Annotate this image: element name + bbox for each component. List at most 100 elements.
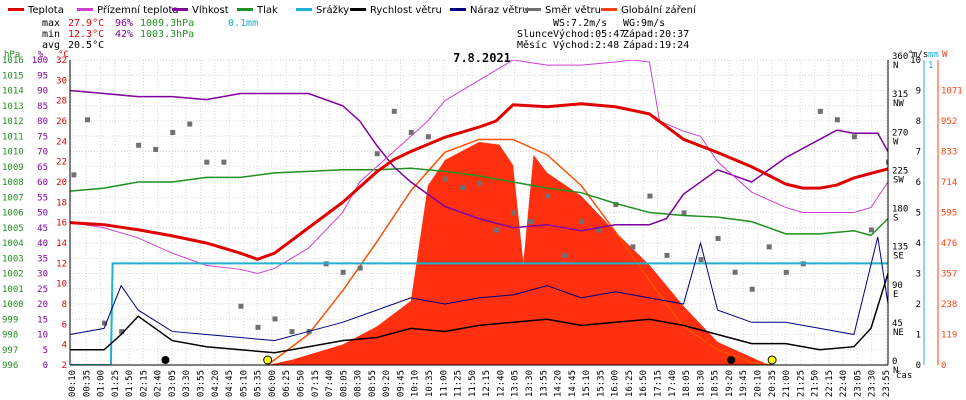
stat-max-label: max xyxy=(42,18,60,29)
axis-label-wdir: ° xyxy=(908,50,913,60)
tick-hpa: 1006 xyxy=(2,209,24,219)
wind-dir-point xyxy=(715,235,721,241)
wind-dir-point xyxy=(766,244,772,250)
axis-label-rain: mm xyxy=(928,50,939,60)
wind-dir-point xyxy=(681,210,687,216)
series-temperature xyxy=(70,102,888,261)
wind-dir-point xyxy=(596,227,602,233)
tick-hpa: 1003 xyxy=(2,254,24,264)
wind-dir-point xyxy=(71,172,77,178)
tick-temp: 26 xyxy=(56,117,67,127)
stat-min-hum: 42% xyxy=(115,29,133,40)
wind-dir-point xyxy=(289,329,295,335)
legend-label: Rychlost větru xyxy=(370,4,442,16)
tick-temp: 18 xyxy=(56,198,67,208)
tick-pct: 95 xyxy=(37,71,48,81)
tick-x: 02:15 xyxy=(139,370,149,397)
wind-dir-point xyxy=(545,193,551,199)
tick-x: 06:25 xyxy=(282,370,292,397)
tick-pct: 55 xyxy=(37,193,48,203)
tick-hpa: 1016 xyxy=(2,56,24,66)
tick-x: 04:45 xyxy=(225,370,235,397)
tick-wdir-compass: S xyxy=(893,214,898,224)
tick-hpa: 999 xyxy=(2,315,18,325)
tick-rad: 119 xyxy=(941,331,957,341)
legend-swatch xyxy=(172,8,188,11)
wind-dir-point xyxy=(357,265,363,271)
tick-wdir-compass: NE xyxy=(893,328,904,338)
tick-temp: 12 xyxy=(56,259,67,269)
tick-pct: 10 xyxy=(37,331,48,341)
tick-x: 16:00 xyxy=(611,370,621,397)
legend-swatch xyxy=(601,8,617,11)
tick-pct: 30 xyxy=(37,270,48,280)
tick-x: 16:50 xyxy=(639,370,649,397)
moonset-marker xyxy=(727,356,736,364)
tick-x: 17:40 xyxy=(668,370,678,397)
tick-x: 15:35 xyxy=(596,370,606,397)
tick-wind: 4 xyxy=(916,239,921,249)
tick-temp: 20 xyxy=(56,178,67,188)
wind-dir-point xyxy=(187,121,193,127)
tick-x: 17:15 xyxy=(654,370,664,397)
wind-dir-point xyxy=(170,130,176,136)
tick-x: 04:20 xyxy=(211,370,221,397)
wind-dir-point xyxy=(272,316,278,322)
tick-hpa: 1013 xyxy=(2,102,24,112)
tick-x: 22:15 xyxy=(825,370,835,397)
tick-pct: 90 xyxy=(37,87,48,97)
tick-wdir-compass: N xyxy=(893,61,898,71)
tick-x: 09:45 xyxy=(396,370,406,397)
tick-temp: 8 xyxy=(62,300,67,310)
wind-dir-point xyxy=(255,324,261,330)
tick-temp: 32 xyxy=(56,56,67,66)
tick-x: 06:50 xyxy=(296,370,306,397)
series-radiation-area xyxy=(70,142,888,365)
tick-hpa: 1010 xyxy=(2,148,24,158)
legend-swatch xyxy=(237,8,253,11)
tick-rad: 714 xyxy=(941,178,957,188)
wind-dir-point xyxy=(408,130,414,136)
tick-x: 23:55 xyxy=(882,370,892,397)
axis-label-temp: °C xyxy=(58,50,69,60)
series-pressure xyxy=(70,167,888,237)
tick-temp: 4 xyxy=(62,341,67,351)
tick-x: 18:55 xyxy=(711,370,721,397)
tick-x: 19:20 xyxy=(725,370,735,397)
tick-rad: 833 xyxy=(941,148,957,158)
info-moon-label: Měsíc xyxy=(517,39,547,51)
tick-pct: 35 xyxy=(37,254,48,264)
tick-wind: 7 xyxy=(916,148,921,158)
legend-swatch xyxy=(525,8,541,11)
wind-dir-point xyxy=(238,303,244,309)
legend-label: Tlak xyxy=(256,5,278,16)
tick-hpa: 1001 xyxy=(2,285,24,295)
series-humidity xyxy=(70,89,888,232)
tick-temp: 2 xyxy=(62,361,67,371)
tick-hpa: 1015 xyxy=(2,71,24,81)
tick-x: 21:00 xyxy=(782,370,792,397)
tick-pct: 100 xyxy=(32,56,48,66)
tick-x: 18:30 xyxy=(696,370,706,397)
tick-x: 01:00 xyxy=(97,370,107,397)
wind-dir-point xyxy=(630,244,636,250)
tick-pct: 70 xyxy=(37,148,48,158)
tick-x: 08:05 xyxy=(339,370,349,397)
wind-dir-point xyxy=(425,134,431,140)
tick-x: 14:45 xyxy=(568,370,578,397)
tick-wdir: 135 xyxy=(892,243,908,253)
info-sun-set: Západ:20:37 xyxy=(623,28,689,40)
axes: hPa% °C1016101510141013101210111010100910… xyxy=(2,50,963,397)
wind-dir-point xyxy=(494,227,500,233)
tick-wind: 6 xyxy=(916,178,921,188)
tick-x: 16:25 xyxy=(625,370,635,397)
axis-label-hpa: hPa xyxy=(4,50,20,60)
stat-min-press: 1003.3hPa xyxy=(140,29,194,40)
wind-dir-point xyxy=(511,210,517,216)
tick-hpa: 1004 xyxy=(2,239,24,249)
tick-hpa: 997 xyxy=(2,346,18,356)
tick-x: 11:50 xyxy=(468,370,478,397)
tick-x: 13:05 xyxy=(511,370,521,397)
tick-temp: 16 xyxy=(56,219,67,229)
legend-swatch xyxy=(296,8,312,11)
